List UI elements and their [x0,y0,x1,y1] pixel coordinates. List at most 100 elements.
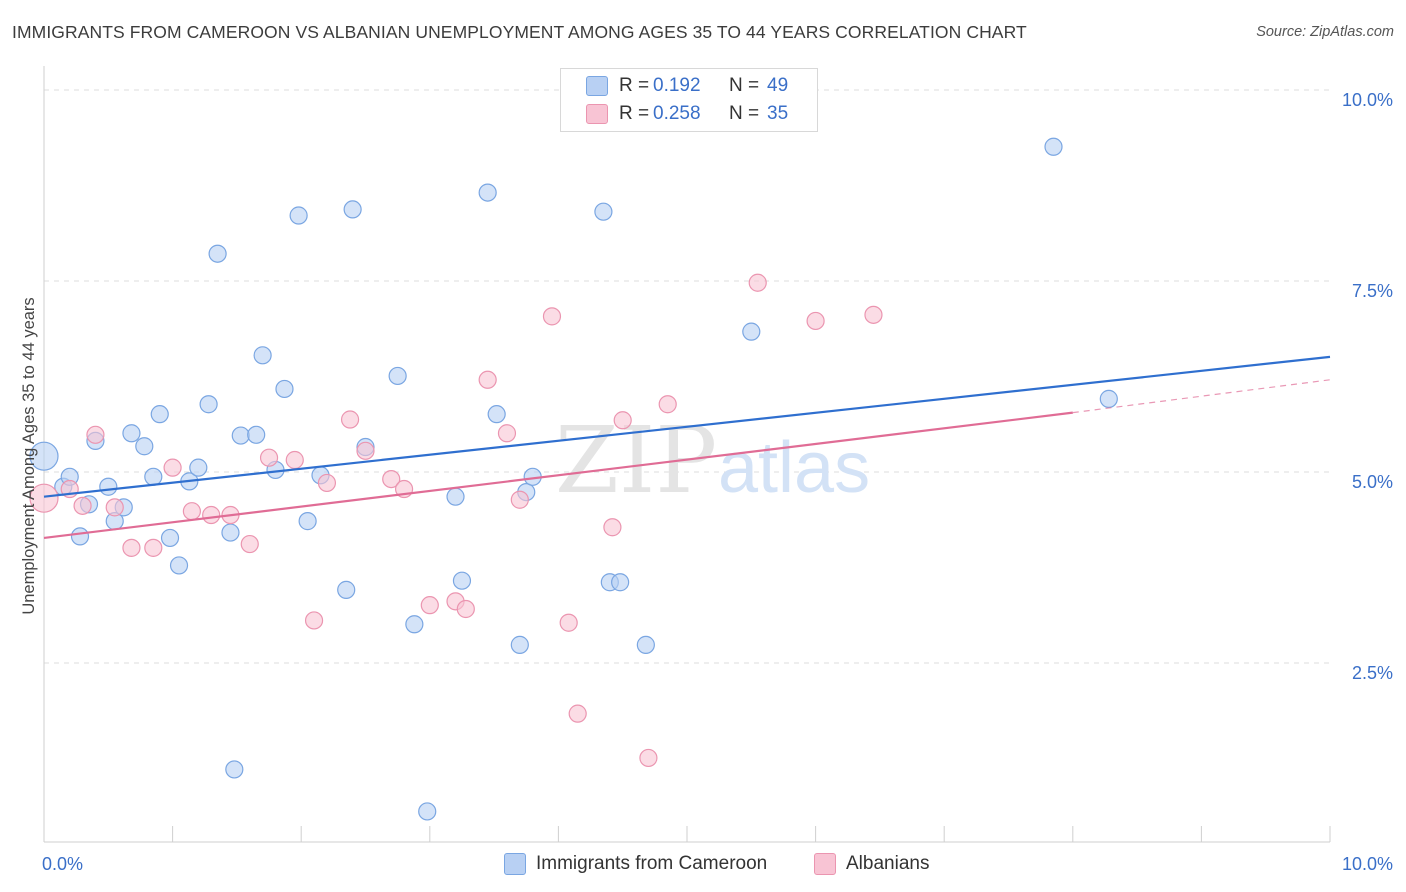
cameroon-point [144,467,163,486]
albanians-point [202,505,221,525]
legend-swatch-albanians [586,104,608,124]
albanians-point [259,448,279,467]
albanians-point [478,370,497,389]
cameroon-point [298,512,317,531]
cameroon-point [135,437,154,456]
n-label: N = [729,75,760,96]
albanians-point [510,490,529,509]
albanians-point [182,502,201,521]
cameroon-point [405,615,424,634]
source-label: Source: ZipAtlas.com [1256,24,1394,40]
albanians-point [497,424,517,443]
cameroon-point [122,424,141,443]
albanians-point [603,518,622,537]
r-label: R = [619,75,650,96]
albanians-point [73,496,92,515]
legend-swatch-cameroon [586,76,608,96]
cameroon-point [199,395,218,414]
y-tick-label: 10.0% [1342,90,1393,110]
albanians-point [317,473,337,493]
cameroon-point [208,244,227,263]
legend-swatch-albanians-bottom [814,853,836,875]
chart-title: IMMIGRANTS FROM CAMEROON VS ALBANIAN UNE… [12,22,1027,42]
trend-lines [43,355,1331,540]
data-points [29,137,1118,821]
albanians-point [456,599,475,619]
albanians-point [542,307,562,326]
cameroon-point [1099,389,1118,408]
cameroon-point [160,528,180,548]
cameroon-point [289,206,308,225]
cameroon-point [247,425,266,444]
x-tick-label: 0.0% [42,854,83,874]
albanians-point [806,311,825,331]
cameroon-point [343,200,362,219]
y-tick-label: 2.5% [1352,663,1393,683]
albanians-point [304,611,324,630]
albanians-point [340,410,360,429]
cameroon-point [99,477,118,496]
cameroon-point [1044,137,1063,156]
cameroon-point [231,426,250,445]
albanians-point [639,748,658,768]
albanians-point [105,498,124,517]
albanians-point [864,305,883,324]
cameroon-point [452,571,472,590]
y-tick-label: 5.0% [1352,472,1393,492]
legend-label-cameroon: Immigrants from Cameroon [536,853,768,874]
cameroon-point [225,760,244,779]
cameroon-point [275,379,294,399]
cameroon-point [478,183,497,202]
albanians-point [356,441,375,460]
cameroon-point [388,366,407,386]
stats-legend: R = 0.192 N = 49 R = 0.258 N = 35 [560,68,818,132]
albanians-point [568,704,587,723]
legend-label-albanians: Albanians [846,853,930,874]
albanians-point [420,596,439,615]
n-value-cameroon: 49 [767,75,789,96]
watermark-zip: ZIP [555,407,717,514]
cameroon-point [487,405,506,424]
albanians-point [658,395,677,414]
cameroon-point [169,556,189,575]
cameroon-point [446,487,465,506]
albanians-point [613,411,632,430]
albanians-point [382,470,401,489]
r-value-cameroon: 0.192 [653,75,701,96]
albanians-trend-line [43,411,1073,540]
legend-item-cameroon: Immigrants from Cameroon [504,852,767,876]
cameroon-point [510,635,529,654]
cameroon-point [70,527,90,546]
cameroon-point [253,346,272,365]
n-value-albanians: 35 [767,103,789,124]
albanians-point [240,534,259,554]
n-label: N = [729,103,760,124]
y-tick-label: 7.5% [1352,281,1393,301]
albanians-point [29,483,59,513]
r-label: R = [619,103,650,124]
albanians-point [559,613,578,632]
cameroon-point [29,441,59,471]
cameroon-point [418,802,437,821]
cameroon-point [150,405,169,424]
albanians-point [748,273,767,292]
cameroon-trend-line [43,355,1331,498]
legend-item-albanians: Albanians [814,852,929,876]
cameroon-point [636,635,655,654]
cameroon-point [742,322,761,341]
grid-lines [44,89,1330,664]
x-tick-label: 10.0% [1342,854,1393,874]
albanians-point [86,425,105,444]
cameroon-point [221,523,240,542]
cameroon-point [594,202,613,221]
albanians-point [144,538,163,557]
albanians-point [285,450,304,470]
legend-swatch-cameroon-bottom [504,853,526,875]
tick-labels: 2.5% 5.0% 7.5% 10.0% 0.0% 10.0% [42,90,1393,874]
cameroon-point [189,458,208,477]
r-value-albanians: 0.258 [653,103,701,124]
cameroon-point [337,580,356,599]
y-axis-label: Unemployment Among Ages 35 to 44 years [20,297,38,614]
albanians-point [163,458,182,477]
albanians-point [122,538,141,557]
